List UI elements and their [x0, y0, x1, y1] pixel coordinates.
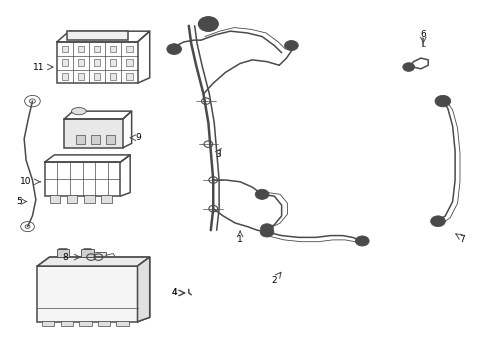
Text: 1: 1 [237, 235, 243, 244]
Circle shape [261, 224, 273, 233]
Circle shape [403, 63, 415, 71]
Ellipse shape [72, 108, 86, 115]
Bar [61, 321, 73, 326]
Bar [84, 195, 95, 203]
Bar [110, 73, 117, 80]
Bar [79, 321, 92, 326]
Bar [126, 59, 133, 66]
Bar [42, 321, 54, 326]
Circle shape [260, 227, 274, 237]
Bar [81, 249, 94, 257]
Bar [94, 73, 100, 80]
Circle shape [431, 216, 445, 226]
Bar [94, 45, 100, 52]
Text: 11: 11 [33, 63, 45, 72]
Bar [126, 73, 133, 80]
Circle shape [198, 17, 218, 31]
Polygon shape [37, 257, 150, 266]
Text: 4: 4 [172, 288, 177, 297]
Text: 9: 9 [135, 133, 141, 142]
Circle shape [355, 236, 369, 246]
Bar [106, 135, 115, 144]
Bar [110, 59, 117, 66]
Bar [101, 195, 112, 203]
Text: 10: 10 [20, 177, 31, 186]
Circle shape [255, 189, 269, 199]
Bar [78, 45, 84, 52]
Text: 8: 8 [62, 253, 68, 262]
Bar [94, 59, 100, 66]
Text: 7: 7 [460, 235, 465, 244]
Circle shape [167, 44, 181, 54]
Bar [64, 119, 123, 148]
Bar [57, 42, 138, 83]
Circle shape [435, 95, 451, 107]
Text: 2: 2 [271, 276, 277, 285]
Bar [37, 266, 138, 321]
Bar [45, 162, 121, 196]
Bar [91, 135, 100, 144]
Bar [110, 45, 117, 52]
Circle shape [285, 41, 298, 50]
Bar [62, 45, 68, 52]
Text: 4: 4 [172, 288, 177, 297]
Bar [86, 252, 106, 262]
Text: 3: 3 [215, 150, 221, 159]
Bar [117, 321, 129, 326]
Text: 5: 5 [16, 197, 22, 206]
Bar [57, 249, 69, 257]
Bar [126, 45, 133, 52]
Bar [67, 31, 128, 40]
Bar [98, 321, 110, 326]
Bar [78, 59, 84, 66]
Bar [62, 73, 68, 80]
Text: 6: 6 [420, 30, 426, 39]
Bar [67, 195, 77, 203]
Bar [62, 59, 68, 66]
Bar [76, 135, 85, 144]
Bar [49, 195, 60, 203]
Polygon shape [138, 257, 150, 321]
Bar [78, 73, 84, 80]
